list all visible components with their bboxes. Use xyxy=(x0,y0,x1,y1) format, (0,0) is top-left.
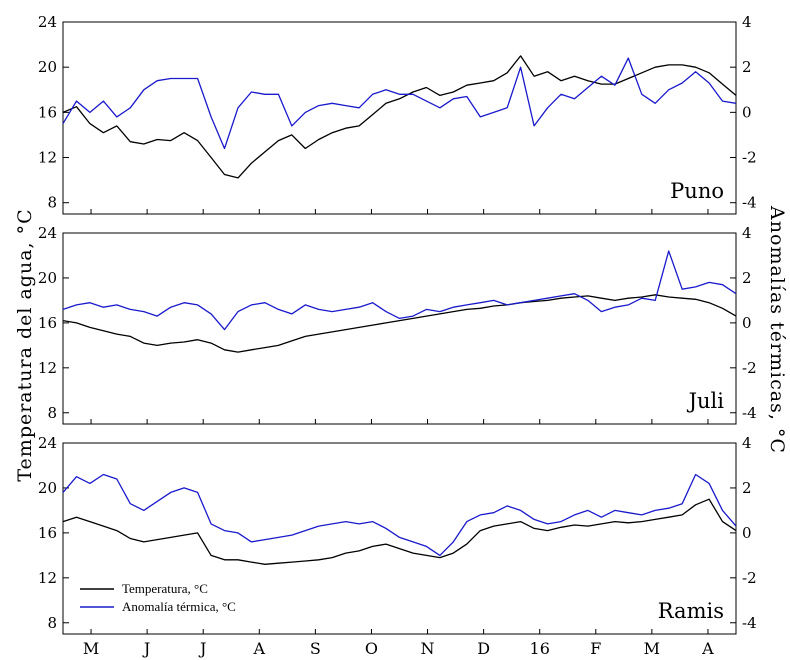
x-tick-label: A xyxy=(701,639,714,658)
x-tick-label: 16 xyxy=(530,639,550,658)
left-axis-title: Temperatura del agua, °C xyxy=(14,208,36,481)
x-tick-label: J xyxy=(198,639,206,658)
left-y-tick-label: 20 xyxy=(38,479,57,497)
anomaly-line xyxy=(62,473,737,557)
temperature-line xyxy=(62,55,737,179)
left-y-tick-label: 24 xyxy=(38,434,57,452)
left-y-tick-label: 16 xyxy=(38,314,57,332)
right-y-tick-label: 2 xyxy=(742,58,752,76)
right-y-tick-label: -4 xyxy=(742,614,757,632)
x-tick-label: O xyxy=(365,639,378,658)
left-y-tick-label: 8 xyxy=(47,404,57,422)
legend-label-anomaly: Anomalía térmica, °C xyxy=(122,599,236,614)
right-y-tick-label: -2 xyxy=(742,359,757,377)
right-y-tick-label: -4 xyxy=(742,404,757,422)
panel-frame xyxy=(62,442,737,635)
right-y-tick-label: 0 xyxy=(742,103,752,121)
panel-frame xyxy=(62,232,737,425)
x-tick-label: M xyxy=(83,639,99,658)
x-tick-label: A xyxy=(253,639,266,658)
right-y-tick-label: 2 xyxy=(742,269,752,287)
right-y-tick-label: -4 xyxy=(742,194,757,212)
right-y-tick-label: 4 xyxy=(742,13,752,31)
left-y-tick-label: 20 xyxy=(38,58,57,76)
temperature-line xyxy=(62,294,737,353)
x-tick-label: D xyxy=(477,639,490,658)
legend-label-temperature: Temperatura, °C xyxy=(122,581,208,596)
right-y-tick-label: 4 xyxy=(742,434,752,452)
left-y-tick-label: 12 xyxy=(38,149,57,167)
right-y-tick-label: 4 xyxy=(742,224,752,242)
x-tick-label: S xyxy=(310,639,321,658)
station-label: Ramis xyxy=(658,599,724,623)
station-label: Puno xyxy=(670,179,724,203)
left-y-tick-label: 16 xyxy=(38,524,57,542)
right-y-tick-label: 0 xyxy=(742,314,752,332)
right-y-tick-label: -2 xyxy=(742,149,757,167)
anomaly-line xyxy=(62,250,737,331)
left-y-tick-label: 12 xyxy=(38,569,57,587)
left-y-tick-label: 8 xyxy=(47,194,57,212)
right-axis-title: Anomalías térmicas, °C xyxy=(766,205,788,454)
x-tick-label: N xyxy=(421,639,435,658)
legend: Temperatura, °C Anomalía térmica, °C xyxy=(80,581,236,614)
left-y-tick-label: 8 xyxy=(47,614,57,632)
station-label: Juli xyxy=(687,389,725,413)
x-tick-label: M xyxy=(644,639,660,658)
right-y-tick-label: 2 xyxy=(742,479,752,497)
right-y-tick-label: 0 xyxy=(742,524,752,542)
anomaly-line xyxy=(62,57,737,150)
right-y-tick-label: -2 xyxy=(742,569,757,587)
panel-frame xyxy=(62,21,737,215)
x-tick-label: J xyxy=(142,639,150,658)
left-y-tick-label: 24 xyxy=(38,13,57,31)
panels-group: 812162024-4-2024Puno812162024-4-2024Juli… xyxy=(38,13,757,658)
left-y-tick-label: 16 xyxy=(38,103,57,121)
temperature-line xyxy=(62,498,737,565)
left-y-tick-label: 24 xyxy=(38,224,57,242)
x-tick-label: F xyxy=(590,639,601,658)
left-y-tick-label: 12 xyxy=(38,359,57,377)
left-y-tick-label: 20 xyxy=(38,269,57,287)
